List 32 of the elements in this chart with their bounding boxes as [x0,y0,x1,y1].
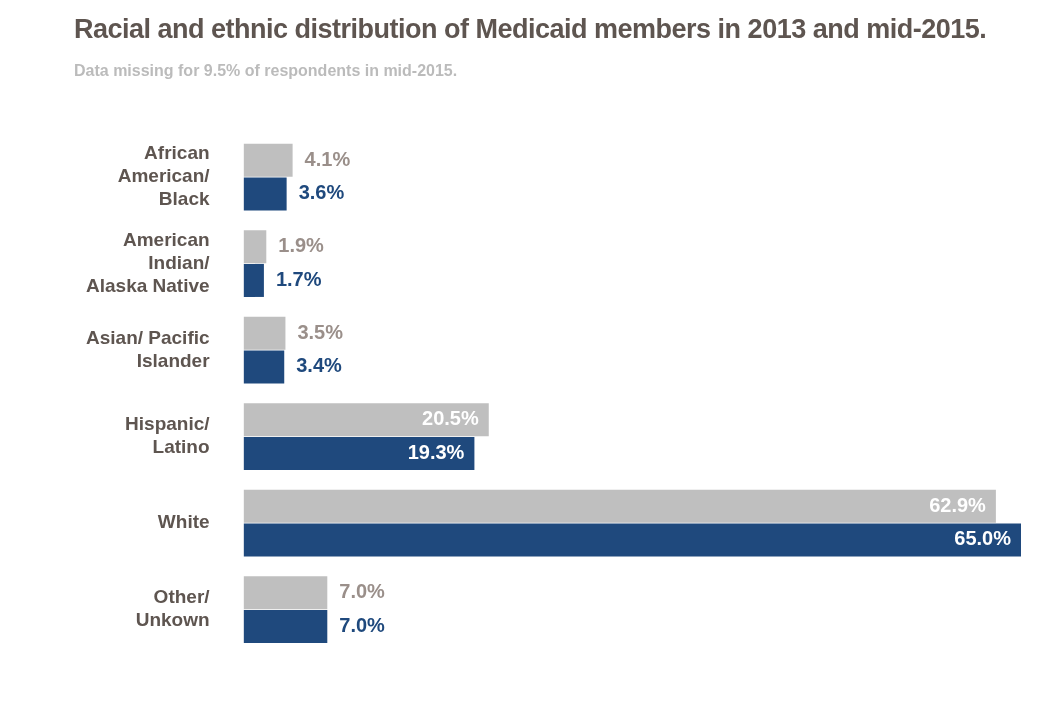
bar [243,350,285,384]
data-label: 1.9% [278,234,325,257]
y-tick-label: White [157,511,210,533]
data-label: 19.3% [407,440,465,463]
y-tick-label: Hispanic/ Latino [125,413,211,458]
data-label: 3.5% [297,320,344,343]
y-tick-label: American Indian/ Alaska Native [86,228,211,296]
chart-title: Racial and ethnic distribution of Medicaid members in 2013 and mid-2015. [74,14,987,45]
data-label: 4.1% [304,147,351,170]
data-label: 20.5% [422,407,479,430]
bar [243,523,1021,557]
chart-subtitle: Data missing for 9.5% of respondents in mid-2015. [74,62,458,80]
bar [243,177,287,211]
data-label: 3.6% [298,181,345,204]
data-label: 7.0% [339,580,386,603]
bar [243,230,267,264]
y-tick-label: Asian/ Pacific Islander [86,326,211,371]
y-tick-label: African American/ Black [117,142,211,210]
bar [243,403,489,437]
bar [243,263,264,297]
data-label: 65.0% [954,527,1012,550]
data-label: 62.9% [929,493,987,516]
data-label: 7.0% [339,613,386,636]
data-label: 1.7% [275,267,322,290]
y-tick-label: Other/ Unkown [135,586,211,631]
bar [243,489,996,523]
bar [243,576,328,610]
bar [243,316,286,350]
bar [243,143,293,177]
bar [243,609,328,643]
data-label: 3.4% [296,354,343,377]
bar [243,436,475,470]
